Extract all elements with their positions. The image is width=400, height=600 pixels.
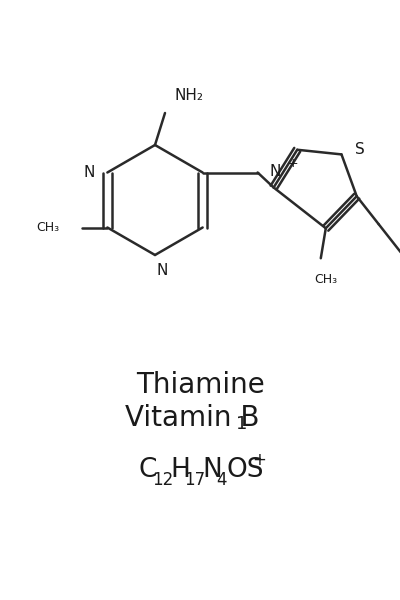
Text: C: C (138, 457, 156, 483)
Text: 4: 4 (216, 471, 226, 489)
Text: +: + (288, 157, 298, 170)
Text: 17: 17 (184, 471, 205, 489)
Text: N: N (84, 165, 95, 180)
Text: 1: 1 (236, 415, 247, 433)
Text: +: + (252, 451, 266, 469)
Text: NH₂: NH₂ (175, 88, 204, 103)
Text: N: N (202, 457, 222, 483)
Text: S: S (356, 142, 365, 157)
Text: Vitamin B: Vitamin B (125, 404, 259, 432)
Text: Thiamine: Thiamine (136, 371, 264, 399)
Text: H: H (170, 457, 190, 483)
Text: CH₃: CH₃ (36, 221, 59, 234)
Text: N: N (270, 164, 281, 179)
Text: 12: 12 (152, 471, 173, 489)
Text: CH₃: CH₃ (314, 273, 337, 286)
Text: OS: OS (226, 457, 264, 483)
Text: N: N (157, 263, 168, 278)
